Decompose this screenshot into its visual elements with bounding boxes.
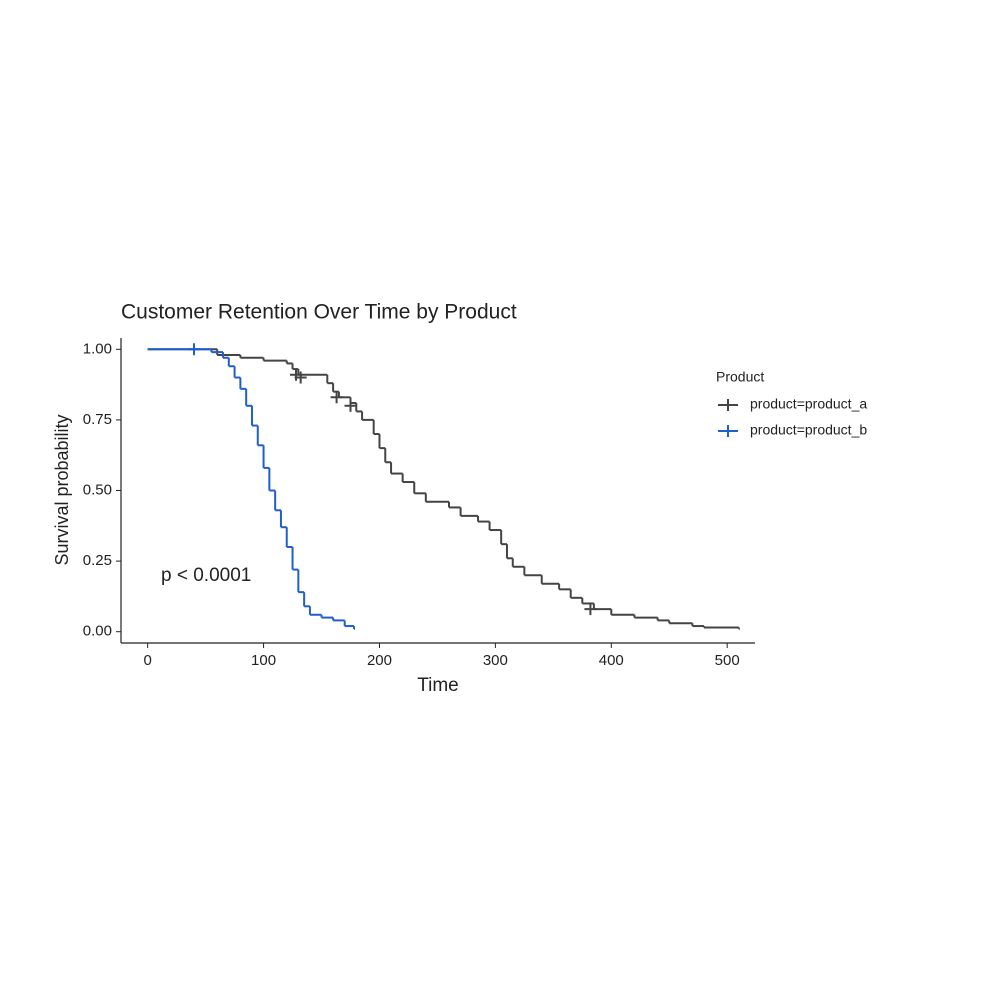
y-tick-label: 1.00: [83, 340, 112, 357]
legend-label: product=product_b: [750, 422, 867, 438]
x-tick-label: 400: [599, 652, 624, 669]
x-tick-label: 500: [715, 652, 740, 669]
legend-key: [718, 425, 738, 437]
x-axis-label: Time: [417, 675, 459, 696]
x-tick-label: 100: [251, 652, 276, 669]
y-tick-label: 0.25: [83, 552, 112, 569]
legend-label: product=product_a: [750, 396, 867, 412]
y-tick-label: 0.00: [83, 623, 112, 640]
y-axis-label: Survival probability: [52, 414, 72, 565]
x-tick-label: 300: [483, 652, 508, 669]
legend-key: [718, 399, 738, 411]
censor-mark: [584, 603, 597, 616]
y-tick-label: 0.75: [83, 411, 112, 428]
censor-mark: [294, 371, 307, 384]
censor-mark: [330, 391, 343, 404]
y-tick-label: 0.50: [83, 481, 112, 498]
x-tick-label: 0: [143, 652, 151, 669]
annotation: p < 0.0001: [161, 565, 251, 586]
x-tick-label: 200: [367, 652, 392, 669]
legend-title: Product: [716, 369, 764, 385]
censor-mark: [188, 343, 201, 356]
censor-mark: [344, 399, 357, 412]
chart-title: Customer Retention Over Time by Product: [121, 301, 517, 324]
